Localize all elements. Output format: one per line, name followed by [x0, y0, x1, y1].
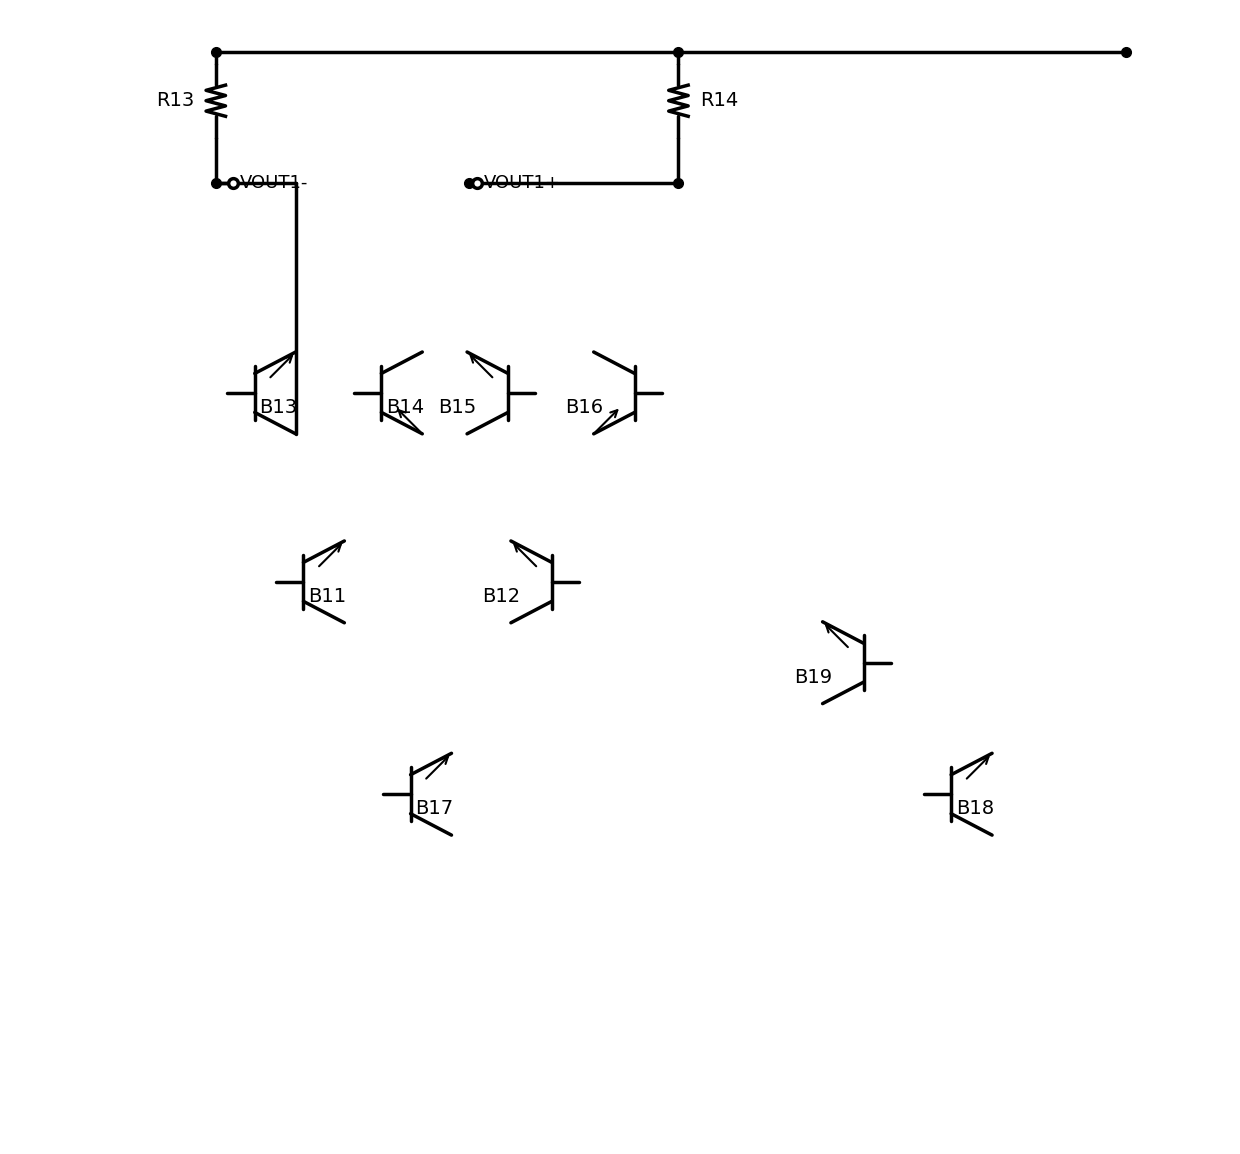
- Text: B16: B16: [565, 398, 604, 417]
- Text: B13: B13: [259, 398, 298, 417]
- Text: B17: B17: [415, 800, 454, 818]
- Text: R14: R14: [699, 91, 738, 111]
- Text: B12: B12: [482, 587, 521, 606]
- Text: B15: B15: [439, 398, 477, 417]
- Text: B19: B19: [794, 668, 832, 687]
- Text: R13: R13: [156, 91, 195, 111]
- Text: B11: B11: [309, 587, 346, 606]
- Text: B18: B18: [956, 800, 994, 818]
- Text: VOUT1-: VOUT1-: [241, 173, 309, 192]
- Text: VOUT1+: VOUT1+: [484, 173, 560, 192]
- Text: B14: B14: [386, 398, 424, 417]
